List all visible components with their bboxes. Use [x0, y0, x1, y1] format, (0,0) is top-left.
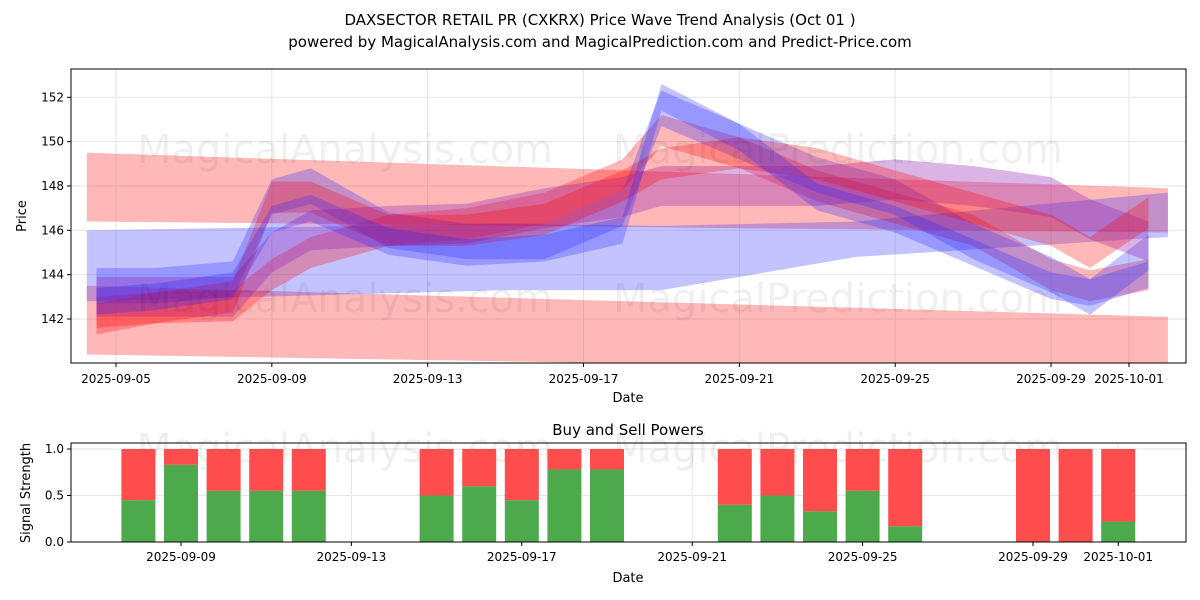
- y-tick-label: 0.0: [45, 535, 64, 549]
- x-tick-label: 2025-09-09: [237, 372, 307, 386]
- top-y-axis-label: Price: [15, 200, 30, 232]
- bottom-chart-title: Buy and Sell Powers: [552, 421, 704, 439]
- buy-bar: [206, 490, 241, 542]
- sell-bar: [419, 449, 454, 496]
- sell-bar: [1058, 449, 1093, 542]
- buy-bar: [590, 469, 624, 542]
- sell-bar: [803, 449, 837, 512]
- buy-bar: [547, 469, 582, 542]
- plot-area: MagicalAnalysis.com MagicalPrediction.com…: [86, 83, 1168, 363]
- buy-bar: [504, 500, 539, 542]
- y-tick-label: 150: [41, 135, 64, 149]
- sell-bar: [121, 449, 156, 501]
- top-x-axis-label: Date: [612, 391, 643, 406]
- x-tick-label: 2025-09-29: [998, 550, 1068, 564]
- wave-blue-1: [96, 90, 1149, 315]
- sell-bar: [590, 449, 624, 470]
- sell-bar: [1101, 449, 1136, 522]
- bottom-axes-frame: [70, 442, 1187, 543]
- wave-red-2: [96, 137, 1149, 335]
- watermark: MagicalAnalysis.com: [137, 127, 553, 173]
- y-tick-label: 142: [41, 312, 64, 326]
- top-axes-frame: [70, 68, 1187, 364]
- buy-bar: [760, 495, 795, 542]
- x-tick-label: 2025-09-13: [317, 550, 387, 564]
- x-tick-label: 2025-09-09: [146, 550, 216, 564]
- watermark: MagicalAnalysis.com: [137, 276, 553, 322]
- sell-bar: [888, 449, 923, 527]
- buy-bar: [164, 464, 198, 542]
- watermark: MagicalPrediction.com: [613, 127, 1063, 173]
- watermark: MagicalPrediction.com: [613, 426, 1063, 472]
- y-tick-label: 146: [41, 223, 64, 237]
- x-tick-label: 2025-09-25: [860, 372, 930, 386]
- red-lower-channel: [86, 285, 1168, 363]
- chart-title: DAXSECTOR RETAIL PR (CXKRX) Price Wave T…: [344, 11, 855, 29]
- sell-bar: [845, 449, 880, 491]
- bottom-y-axis-label: Signal Strength: [19, 443, 34, 543]
- buy-bar: [888, 526, 923, 542]
- x-tick-label: 2025-09-25: [828, 550, 898, 564]
- x-tick-label: 2025-09-13: [393, 372, 463, 386]
- sell-bar: [249, 449, 284, 491]
- buy-bar: [121, 500, 156, 542]
- sell-bar: [291, 449, 326, 491]
- watermark: MagicalPrediction.com: [613, 276, 1063, 322]
- y-tick-label: 144: [41, 268, 64, 282]
- x-tick-label: 2025-10-01: [1083, 550, 1153, 564]
- sell-bar: [760, 449, 795, 496]
- wave-red-1: [96, 115, 1149, 328]
- x-tick-label: 2025-09-29: [1016, 372, 1086, 386]
- buy-bar: [462, 486, 497, 542]
- buy-bar: [419, 495, 454, 542]
- x-tick-label: 2025-10-01: [1094, 372, 1164, 386]
- sell-bar: [462, 449, 497, 487]
- chart-subtitle: powered by MagicalAnalysis.com and Magic…: [288, 33, 912, 51]
- x-tick-label: 2025-09-21: [704, 372, 774, 386]
- buy-bar: [803, 511, 837, 542]
- buy-bar: [717, 504, 752, 542]
- sell-bar: [1016, 449, 1050, 542]
- x-tick-label: 2025-09-17: [487, 550, 557, 564]
- x-tick-label: 2025-09-21: [657, 550, 727, 564]
- sell-bar: [206, 449, 241, 491]
- wave-purple-1: [96, 159, 1149, 317]
- sell-bar: [547, 449, 582, 470]
- x-tick-label: 2025-09-05: [81, 372, 151, 386]
- x-tick-label: 2025-09-17: [549, 372, 619, 386]
- sell-bar: [504, 449, 539, 501]
- wave-blue-2: [96, 83, 1149, 315]
- red-upper-channel: [86, 152, 1168, 233]
- buy-bar: [1101, 521, 1136, 542]
- y-tick-label: 148: [41, 179, 64, 193]
- buy-bar: [291, 490, 326, 542]
- buy-bar: [249, 490, 284, 542]
- y-tick-label: 152: [41, 90, 64, 104]
- bottom-x-axis-label: Date: [612, 571, 643, 586]
- y-tick-label: 1.0: [45, 442, 64, 456]
- y-tick-label: 0.5: [45, 489, 64, 503]
- sell-bar: [717, 449, 752, 505]
- sell-bar: [164, 449, 198, 465]
- buy-bar: [845, 490, 880, 542]
- blue-channel: [86, 192, 1168, 302]
